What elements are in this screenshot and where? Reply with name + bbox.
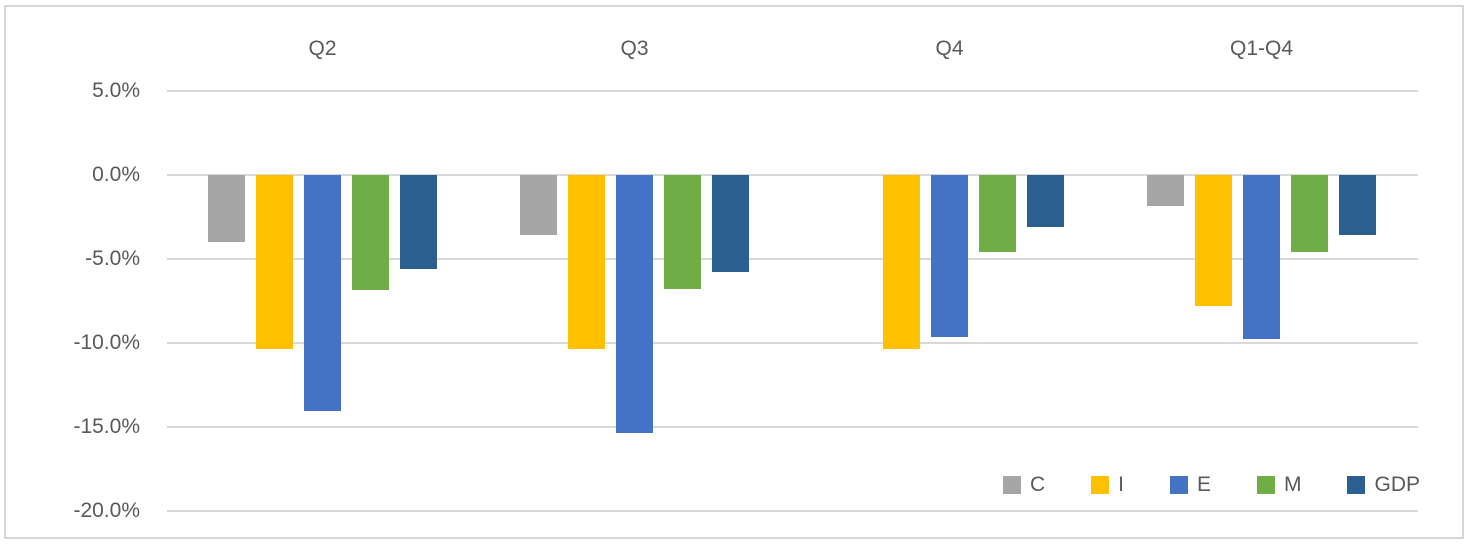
legend-label-E: E [1196, 473, 1211, 496]
legend-label-M: M [1283, 473, 1302, 496]
y-tick-label: -5.0% [85, 246, 140, 270]
legend-item-M: M [1256, 473, 1302, 496]
gridline [167, 89, 1418, 92]
y-tick-label: 0.0% [92, 162, 140, 186]
bar-M-Q4 [979, 174, 1016, 252]
bar-C-Q2 [208, 174, 245, 242]
category-label-Q2: Q2 [308, 37, 337, 60]
bar-GDP-Q1-Q4 [1339, 174, 1376, 235]
legend-item-I: I [1091, 474, 1124, 496]
category-label-Q4: Q4 [935, 37, 964, 60]
bar-I-Q4 [883, 174, 920, 350]
bar-C-Q1-Q4 [1147, 174, 1184, 207]
legend-label-I: I [1118, 473, 1124, 496]
bar-GDP-Q4 [1027, 174, 1064, 227]
gridline [167, 257, 1418, 260]
gridline [167, 173, 1418, 176]
bar-M-Q3 [664, 174, 701, 289]
bar-E-Q2 [304, 174, 341, 412]
bar-I-Q3 [568, 174, 605, 350]
bar-I-Q1-Q4 [1195, 174, 1232, 306]
category-label-Q1-Q4: Q1-Q4 [1229, 37, 1294, 60]
legend-swatch-M [1256, 476, 1275, 494]
y-tick-label: -15.0% [73, 414, 140, 438]
y-tick-label: 5.0% [92, 78, 140, 102]
bar-I-Q2 [256, 174, 293, 350]
legend-swatch-GDP [1347, 476, 1366, 494]
y-tick-label: -20.0% [73, 498, 140, 522]
bar-M-Q2 [352, 174, 389, 291]
bar-GDP-Q3 [712, 174, 749, 272]
bar-C-Q3 [520, 174, 557, 235]
legend: C I E M GDP [1002, 473, 1420, 496]
legend-label-C: C [1029, 473, 1046, 496]
bar-E-Q1-Q4 [1243, 174, 1280, 340]
legend-item-GDP: GDP [1347, 474, 1420, 496]
bar-E-Q4 [931, 174, 968, 338]
y-tick-label: -10.0% [73, 330, 140, 354]
gridline [167, 341, 1418, 344]
bar-M-Q1-Q4 [1291, 174, 1328, 252]
legend-item-C: C [1002, 473, 1046, 496]
category-label-Q3: Q3 [620, 37, 649, 60]
gridline [167, 509, 1418, 512]
gridline [167, 425, 1418, 428]
bar-GDP-Q2 [400, 174, 437, 269]
bar-E-Q3 [616, 174, 653, 434]
legend-swatch-E [1169, 476, 1188, 494]
legend-swatch-C [1002, 476, 1021, 494]
legend-label-GDP: GDP [1374, 473, 1420, 496]
legend-swatch-I [1091, 476, 1110, 494]
legend-item-E: E [1169, 473, 1211, 496]
